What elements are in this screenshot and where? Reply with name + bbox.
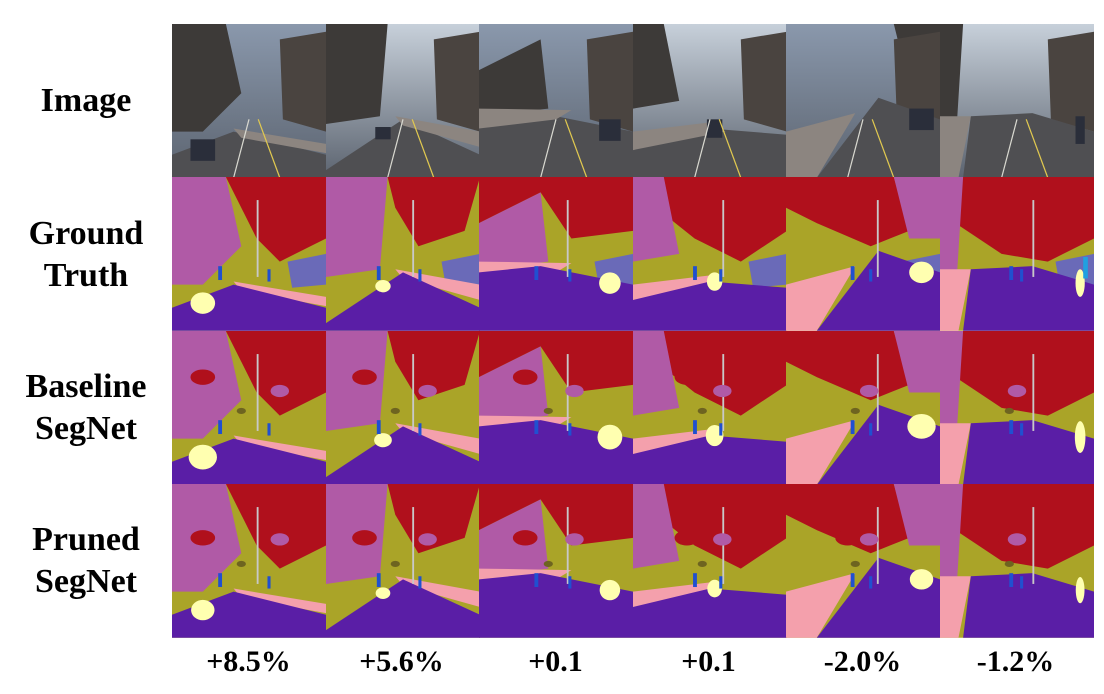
pruned-segnet-cell — [939, 483, 1094, 638]
baseline-segnet-cell — [786, 330, 940, 485]
baseline-segnet-cell — [632, 330, 787, 485]
baseline-segnet-cell — [479, 330, 633, 485]
ground-truth-cell — [786, 177, 940, 331]
pruned-segnet-cell — [325, 483, 480, 638]
photo-cell — [172, 24, 326, 178]
pruned-segnet-cell — [172, 483, 326, 638]
pruned-segnet-cell — [632, 483, 787, 638]
pruned-segnet-cell — [786, 483, 940, 638]
row-label-ground-truth: Ground Truth — [0, 178, 172, 331]
row-label-line: Baseline — [25, 367, 147, 405]
column-label: +8.5% — [206, 645, 291, 678]
ground-truth-cell — [632, 177, 787, 331]
photo-cell — [479, 24, 633, 178]
column-label: +0.1 — [528, 645, 583, 678]
ground-truth-cell — [172, 177, 326, 331]
column-label: +0.1 — [681, 645, 736, 678]
photo-cell — [939, 24, 1094, 178]
ground-truth-cell — [479, 177, 633, 331]
row-label-baseline-segnet: Baseline SegNet — [0, 331, 172, 484]
row-label-image: Image — [0, 24, 172, 178]
image-grid — [172, 24, 1094, 638]
photo-cell — [786, 24, 940, 178]
row-label-line: Image — [40, 82, 132, 119]
pruned-segnet-cell — [479, 483, 633, 638]
row-label-line: Pruned — [32, 520, 140, 558]
photo-cell — [325, 24, 480, 178]
column-label: -1.2% — [976, 645, 1055, 678]
photo-cell — [632, 24, 787, 178]
column-label: +5.6% — [359, 645, 444, 678]
row-label-line: SegNet — [35, 409, 137, 447]
ground-truth-cell — [325, 177, 480, 331]
ground-truth-cell — [939, 177, 1094, 331]
row-label-line: Truth — [43, 256, 129, 294]
row-label-line: Ground — [28, 214, 144, 252]
column-label: -2.0% — [823, 645, 902, 678]
row-label-line: SegNet — [35, 562, 137, 600]
baseline-segnet-cell — [939, 330, 1094, 485]
row-label-pruned-segnet: Pruned SegNet — [0, 484, 172, 637]
baseline-segnet-cell — [172, 330, 326, 485]
baseline-segnet-cell — [325, 330, 480, 485]
